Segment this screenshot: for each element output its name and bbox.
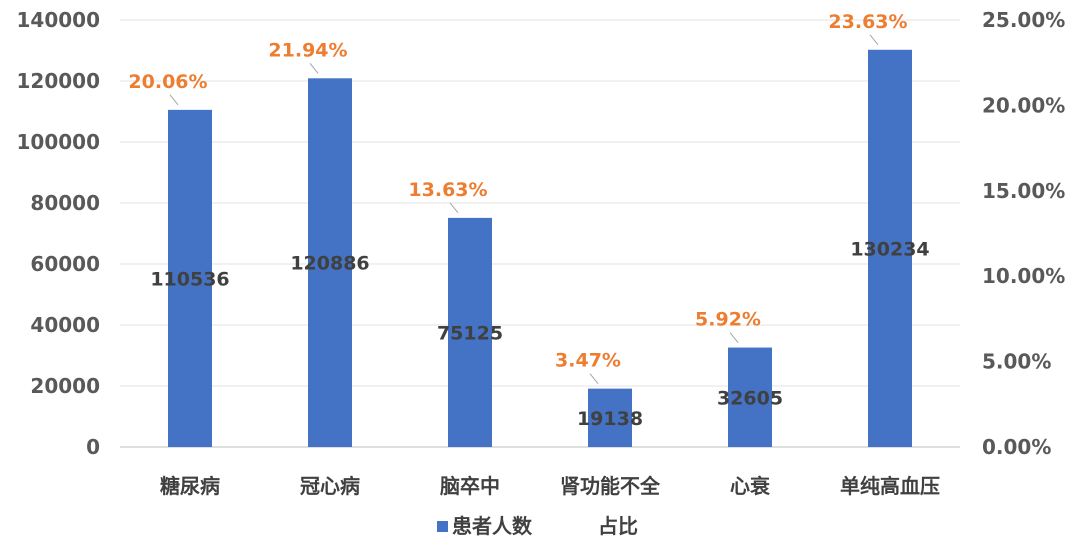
legend-swatch-bar bbox=[437, 521, 448, 532]
percent-label: 13.63% bbox=[408, 179, 487, 201]
percent-label: 20.06% bbox=[128, 71, 207, 93]
y-axis-right: 0.00% 5.00% 10.00% 15.00% 20.00% 25.00% bbox=[982, 8, 1065, 459]
bars bbox=[168, 49, 912, 447]
x-category-label: 冠心病 bbox=[300, 474, 360, 498]
bar bbox=[868, 49, 912, 447]
value-label: 130234 bbox=[850, 238, 929, 260]
percent-label: 5.92% bbox=[695, 309, 761, 331]
leader-line bbox=[309, 62, 319, 74]
y-left-tick: 40000 bbox=[30, 313, 100, 337]
leader-line bbox=[729, 332, 739, 343]
percent-label: 3.47% bbox=[555, 350, 621, 372]
y-right-tick: 10.00% bbox=[982, 264, 1065, 288]
percent-label: 23.63% bbox=[828, 11, 907, 33]
value-label: 19138 bbox=[577, 408, 643, 430]
y-left-tick: 120000 bbox=[17, 69, 101, 93]
y-left-tick: 80000 bbox=[30, 191, 100, 215]
y-right-tick: 15.00% bbox=[982, 179, 1065, 203]
bar bbox=[168, 109, 212, 447]
x-axis-categories: 糖尿病 冠心病 脑卒中 肾功能不全 心衰 单纯高血压 bbox=[160, 474, 940, 498]
legend: 患者人数 占比 bbox=[437, 514, 638, 538]
y-axis-left: 0 20000 40000 60000 80000 100000 120000 140000 bbox=[17, 8, 101, 459]
x-category-label: 肾功能不全 bbox=[560, 474, 661, 498]
value-label: 120886 bbox=[290, 253, 369, 275]
x-category-label: 脑卒中 bbox=[440, 474, 500, 498]
y-right-tick: 25.00% bbox=[982, 8, 1065, 32]
y-right-tick: 20.00% bbox=[982, 93, 1065, 117]
bar bbox=[728, 347, 772, 447]
y-left-tick: 140000 bbox=[17, 8, 101, 32]
y-left-tick: 20000 bbox=[30, 374, 100, 398]
leader-line bbox=[449, 202, 459, 214]
bar bbox=[308, 78, 352, 447]
value-label: 110536 bbox=[150, 268, 229, 290]
y-right-tick: 0.00% bbox=[982, 435, 1051, 459]
x-category-label: 糖尿病 bbox=[160, 474, 220, 498]
y-right-tick: 5.00% bbox=[982, 350, 1051, 374]
y-left-tick: 0 bbox=[86, 435, 100, 459]
y-left-tick: 100000 bbox=[17, 130, 101, 154]
y-left-tick: 60000 bbox=[30, 252, 100, 276]
gridlines bbox=[120, 19, 960, 448]
legend-label: 患者人数 bbox=[452, 514, 533, 538]
bar bbox=[448, 217, 492, 447]
bar bbox=[588, 388, 632, 447]
value-label: 75125 bbox=[437, 322, 503, 344]
x-category-label: 心衰 bbox=[730, 474, 771, 498]
leader-line bbox=[589, 373, 599, 384]
x-category-label: 单纯高血压 bbox=[840, 474, 940, 498]
leader-lines bbox=[169, 34, 879, 384]
leader-line bbox=[869, 34, 879, 46]
value-label: 32605 bbox=[717, 387, 783, 409]
percent-label: 21.94% bbox=[268, 39, 347, 61]
legend-label: 占比 bbox=[598, 514, 638, 538]
leader-line bbox=[169, 94, 179, 106]
data-labels: 110536 20.06% 120886 21.94% 75125 13.63% 19138… bbox=[128, 11, 929, 430]
